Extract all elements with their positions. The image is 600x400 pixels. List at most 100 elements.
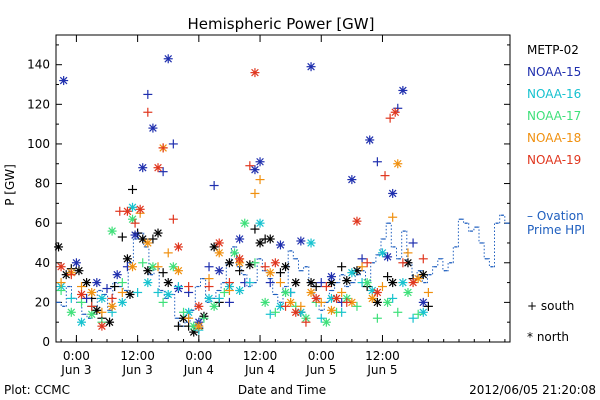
point-metp-02-north (306, 278, 316, 288)
point-metp-02-north (372, 297, 382, 307)
point-noaa-15-north (112, 270, 122, 280)
point-noaa-18-south (337, 287, 347, 297)
point-metp-02-north (189, 327, 199, 337)
plot-frame (55, 34, 511, 343)
x-tick-time-label: 0:00 (63, 349, 90, 363)
point-noaa-17-south (158, 297, 168, 307)
point-noaa-18-north (143, 238, 153, 248)
point-noaa-18-north (87, 287, 97, 297)
point-noaa-16-north (398, 278, 408, 288)
point-metp-02-north (122, 254, 132, 264)
y-tick-label: 60 (35, 216, 50, 230)
point-noaa-16-south (265, 309, 275, 319)
point-metp-02-north (281, 262, 291, 272)
point-noaa-17-north (66, 307, 76, 317)
point-metp-02-south (337, 262, 347, 272)
point-noaa-17-north (281, 287, 291, 297)
point-noaa-16-north (97, 293, 107, 303)
x-tick-date-label: Jun 4 (244, 363, 275, 377)
point-noaa-19-north (214, 238, 224, 248)
point-noaa-18-north (286, 297, 296, 307)
point-noaa-15-north (418, 297, 428, 307)
point-noaa-18-north (413, 274, 423, 284)
point-noaa-16-south (173, 282, 183, 292)
x-tick-time-label: 0:00 (308, 349, 335, 363)
point-noaa-18-north (214, 248, 224, 258)
point-noaa-18-south (316, 297, 326, 307)
point-noaa-17-south (250, 258, 260, 268)
point-noaa-15-north (235, 234, 245, 244)
point-noaa-15-north (148, 123, 158, 133)
x-tick-date-label: Jun 4 (183, 363, 214, 377)
x-tick-date-label: Jun 3 (60, 363, 91, 377)
y-tick-label: 100 (27, 137, 50, 151)
point-noaa-15-south (204, 262, 214, 272)
point-noaa-19-north (311, 293, 321, 303)
point-noaa-18-north (347, 297, 357, 307)
point-noaa-19-north (408, 278, 418, 288)
point-noaa-19-south (245, 161, 255, 171)
point-noaa-18-south (163, 248, 173, 258)
point-noaa-15-south (357, 254, 367, 264)
point-noaa-19-south (342, 297, 352, 307)
point-noaa-19-south (143, 107, 153, 117)
point-noaa-19-south (385, 113, 395, 123)
point-noaa-16-north (255, 218, 265, 228)
point-noaa-19-north (235, 254, 245, 264)
x-tick-time-label: 12:00 (243, 349, 278, 363)
point-noaa-16-south (245, 278, 255, 288)
x-tick-time-label: 12:00 (365, 349, 400, 363)
point-noaa-15-north (92, 278, 102, 288)
point-noaa-19-north (56, 262, 66, 272)
point-noaa-16-north (418, 307, 428, 317)
point-noaa-19-south (87, 301, 97, 311)
point-noaa-15-north (59, 76, 69, 86)
point-noaa-16-north (235, 286, 245, 296)
point-noaa-19-north (122, 206, 132, 216)
point-noaa-19-south (321, 282, 331, 292)
y-tick-label: 40 (35, 256, 50, 270)
point-noaa-15-south (224, 297, 234, 307)
point-noaa-15-north (306, 62, 316, 72)
point-noaa-19-south (204, 282, 214, 292)
point-metp-02-north (418, 270, 428, 280)
point-noaa-19-north (153, 163, 163, 173)
point-metp-02-north (125, 289, 135, 299)
point-noaa-19-north (173, 242, 183, 252)
point-metp-02-north (82, 278, 92, 288)
point-noaa-19-north (97, 321, 107, 331)
point-noaa-17-south (77, 297, 87, 307)
point-noaa-18-south (184, 313, 194, 323)
point-noaa-18-south (204, 274, 214, 284)
point-noaa-17-south (352, 301, 362, 311)
point-noaa-16-south (133, 287, 143, 297)
point-noaa-17-north (209, 301, 219, 311)
point-noaa-19-north (194, 301, 204, 311)
point-noaa-15-north (71, 258, 81, 268)
point-noaa-17-north (362, 278, 372, 288)
south-symbol-legend: + south (527, 299, 574, 313)
point-metp-02-south (158, 268, 168, 278)
point-metp-02-north (245, 260, 255, 270)
point-metp-02-south (117, 232, 127, 242)
point-metp-02-south (311, 282, 321, 292)
point-noaa-19-north (390, 107, 400, 117)
point-noaa-18-south (255, 175, 265, 185)
point-noaa-15-north (365, 135, 375, 145)
point-noaa-15-south (372, 157, 382, 167)
point-noaa-19-north (291, 307, 301, 317)
point-noaa-15-north (383, 252, 393, 262)
x-tick-time-label: 12:00 (120, 349, 155, 363)
point-noaa-17-south (117, 278, 127, 288)
legend-entry-noaa-17: NOAA-17 (527, 109, 581, 123)
point-noaa-18-south (296, 301, 306, 311)
point-noaa-18-north (393, 159, 403, 169)
point-noaa-19-north (135, 204, 145, 214)
legend-entry-noaa-18: NOAA-18 (527, 131, 581, 145)
point-noaa-19-north (372, 287, 382, 297)
point-noaa-18-north (107, 301, 117, 311)
point-metp-02-north (291, 278, 301, 288)
point-noaa-19-north (332, 293, 342, 303)
